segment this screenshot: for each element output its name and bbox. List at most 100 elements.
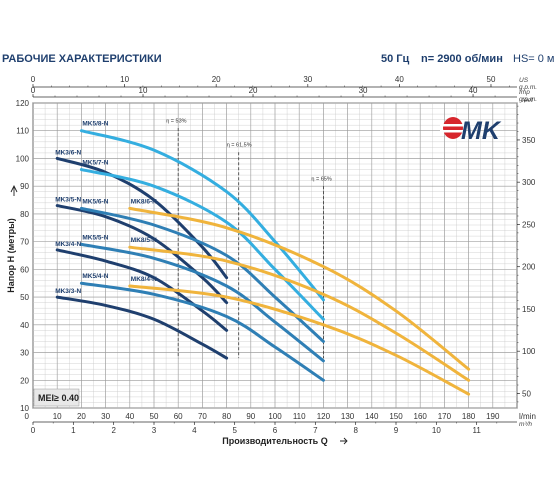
- y-tick-label: 30: [20, 349, 29, 358]
- series-label: MK3/6-N: [55, 149, 81, 156]
- x-axis-arrow: [340, 437, 348, 445]
- us-gpm-tick-label: 10: [120, 75, 129, 84]
- x-tick-label: 80: [222, 412, 231, 421]
- logo-text: MK: [461, 117, 502, 145]
- feet-tick-label: 350: [522, 136, 536, 145]
- curve-mk3-3-n: [55, 295, 229, 360]
- feet-tick-label: 300: [522, 178, 536, 187]
- x-tick-label: 140: [365, 412, 379, 421]
- y-tick-label: 60: [20, 265, 29, 274]
- curve-mk3-4-n: [55, 248, 229, 332]
- m3h-tick-label: 4: [192, 426, 197, 435]
- y-tick-label: 90: [20, 182, 29, 191]
- y-tick-label: 120: [16, 99, 30, 108]
- curve-mk5-5-n: [79, 242, 325, 363]
- efficiency-label: η = 53%: [166, 118, 186, 124]
- efficiency-label: η = 65%: [311, 177, 331, 183]
- series-label: MK8/4-N: [131, 276, 157, 283]
- logo-red-circle: [443, 117, 463, 139]
- curve-mk8-6-n: [128, 206, 471, 371]
- mei-box: [33, 388, 80, 407]
- x-tick-label: 20: [77, 412, 86, 421]
- x-tick-label: 170: [438, 412, 452, 421]
- us-gpm-unit2: g.p.m.: [519, 84, 537, 91]
- x-tick-label: 70: [198, 412, 207, 421]
- curve-mk8-4-n: [128, 284, 471, 396]
- us-gpm-unit1: US: [519, 77, 529, 84]
- series-label: MK3/4-N: [55, 241, 81, 248]
- x-tick-label: 130: [341, 412, 355, 421]
- m3h-tick-label: 9: [394, 426, 399, 435]
- imp-gpm-unit2: g.p.m.: [519, 96, 537, 103]
- imp-gpm-unit1: Imp: [519, 89, 530, 96]
- x-tick-label: 40: [125, 412, 134, 421]
- m3h-tick-label: 11: [473, 426, 482, 435]
- x-tick-label: 190: [486, 412, 500, 421]
- curve-mk8-5-n: [128, 245, 471, 382]
- feet-tick-label: 200: [522, 263, 536, 272]
- m3h-unit-label: m³/h: [519, 421, 532, 428]
- us-gpm-tick-label: 0: [31, 75, 36, 84]
- frequency-label: 50 Гц: [381, 53, 410, 65]
- x-tick-label: 50: [150, 412, 159, 421]
- series-label: MK8/5-N: [131, 237, 157, 244]
- us-gpm-tick-label: 40: [395, 75, 404, 84]
- x-unit-label: l/min: [519, 412, 536, 421]
- speed-label: n= 2900 об/мин: [421, 53, 503, 65]
- logo-stripe-1: [440, 124, 466, 127]
- logo-stripe-2: [440, 130, 466, 133]
- curve-mk5-4-n: [79, 281, 325, 382]
- y-tick-label: 40: [20, 321, 29, 330]
- y-tick-label: 70: [20, 238, 29, 247]
- imp-gpm-tick-label: 40: [469, 86, 478, 95]
- feet-tick-label: 100: [522, 347, 536, 356]
- series-label: MK3/3-N: [55, 288, 81, 295]
- mei-label: MEI≥ 0.40: [38, 393, 79, 403]
- y-tick-label: 100: [16, 154, 30, 163]
- series-label: MK5/8-N: [82, 121, 108, 128]
- y-axis-arrow: [10, 184, 18, 196]
- feet-tick-label: 250: [522, 220, 536, 229]
- curve-mk5-8-n: [79, 129, 325, 302]
- curve-mk3-5-n: [55, 204, 229, 305]
- imp-gpm-tick-label: 10: [139, 86, 148, 95]
- m3h-tick-label: 6: [273, 426, 278, 435]
- m3h-tick-label: 10: [432, 426, 441, 435]
- us-gpm-tick-label: 50: [487, 75, 496, 84]
- x-tick-label: 10: [53, 412, 62, 421]
- x-tick-label: 150: [389, 412, 403, 421]
- y-tick-label: 110: [16, 127, 29, 136]
- series-label: MK5/5-N: [82, 234, 108, 241]
- y-tick-label: 50: [20, 293, 29, 302]
- imp-gpm-tick-label: 20: [249, 86, 258, 95]
- x-tick-label: 90: [246, 412, 255, 421]
- x-tick-label: 60: [174, 412, 183, 421]
- efficiency-label: η = 61,5%: [227, 143, 252, 149]
- m3h-tick-label: 2: [111, 426, 116, 435]
- x-tick-origin: 0: [25, 412, 30, 421]
- x-tick-label: 30: [101, 412, 110, 421]
- m3h-tick-label: 5: [232, 426, 237, 435]
- feet-unit-label: feet: [522, 97, 534, 104]
- feet-tick-label: 50: [522, 389, 531, 398]
- hs-label: HS= 0 м: [513, 53, 555, 65]
- y-axis-title: Напор Н (метры): [6, 218, 16, 293]
- x-tick-label: 110: [293, 412, 306, 421]
- x-axis-title: Производительность Q: [222, 436, 327, 446]
- series-label: MK3/5-N: [55, 197, 81, 204]
- imp-gpm-tick-label: 30: [359, 86, 368, 95]
- series-label: MK5/6-N: [82, 198, 108, 205]
- curve-mk5-6-n: [79, 206, 325, 343]
- m3h-tick-label: 1: [71, 426, 76, 435]
- x-tick-label: 100: [268, 412, 282, 421]
- x-tick-label: 120: [317, 412, 331, 421]
- us-gpm-tick-label: 30: [303, 75, 312, 84]
- us-gpm-tick-label: 20: [212, 75, 221, 84]
- series-label: MK5/7-N: [82, 160, 108, 167]
- y-tick-label: 80: [20, 210, 29, 219]
- m3h-tick-label: 7: [313, 426, 318, 435]
- curve-mk5-7-n: [79, 168, 325, 321]
- m3h-tick-label: 8: [353, 426, 358, 435]
- m3h-tick-label: 0: [31, 426, 36, 435]
- y-tick-label: 20: [20, 376, 29, 385]
